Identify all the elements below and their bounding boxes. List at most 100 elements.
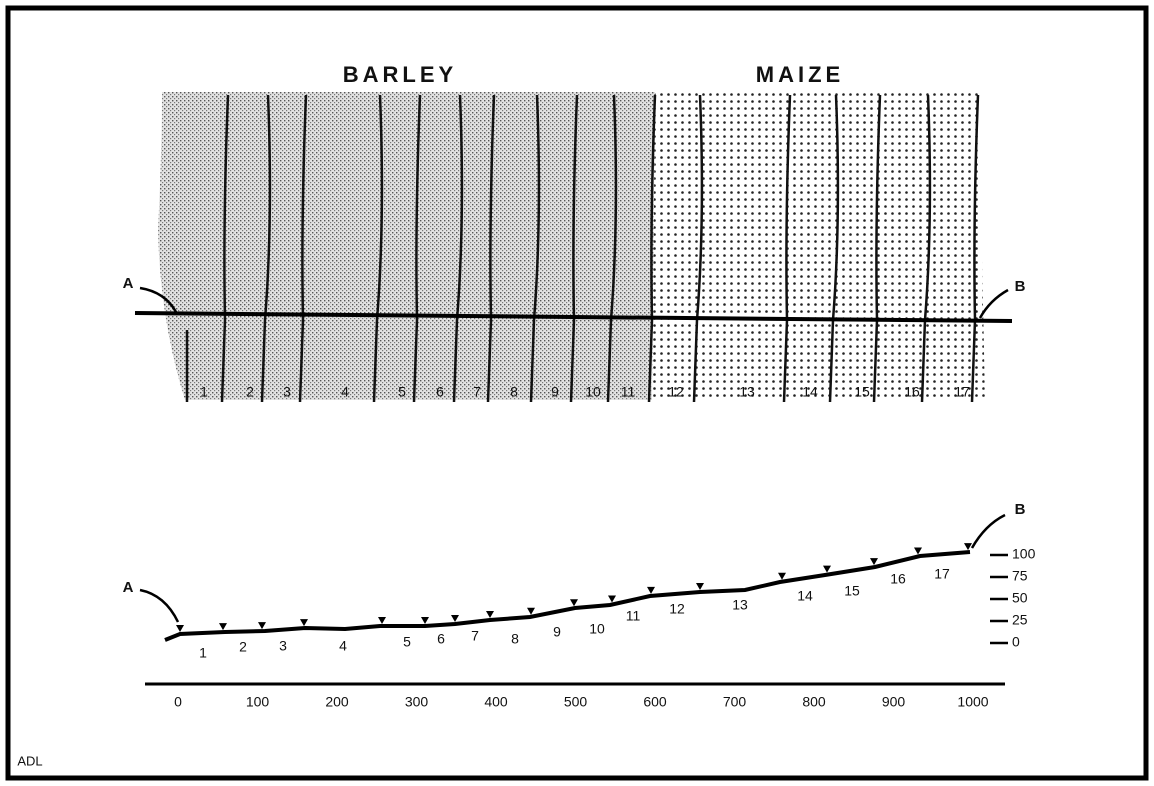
- plot-boundary: [692, 94, 704, 403]
- plot-number: 6: [437, 631, 445, 647]
- plot-boundary: [782, 94, 792, 403]
- x-tick-label: 1000: [957, 694, 988, 710]
- arrow: [970, 513, 1006, 549]
- plot-number: 16: [890, 571, 906, 587]
- point-b: B: [1015, 501, 1026, 518]
- boundary-marker: [647, 586, 655, 594]
- plot-boundary: [298, 94, 308, 403]
- y-tick-label: 100: [1012, 546, 1036, 562]
- plot-number: 6: [436, 384, 444, 400]
- boundary-marker: [300, 619, 308, 627]
- y-tick-label: 50: [1012, 590, 1028, 606]
- x-tick-label: 100: [246, 694, 270, 710]
- x-tick-label: 200: [325, 694, 349, 710]
- plot-number: 3: [279, 638, 287, 654]
- x-tick-label: 500: [564, 694, 588, 710]
- plot-number: 11: [621, 384, 636, 400]
- plot-number: 4: [341, 384, 349, 400]
- boundary-marker: [527, 607, 535, 615]
- plot-number: 17: [934, 566, 950, 582]
- plot-number: 17: [954, 384, 970, 400]
- plot-number: 13: [739, 384, 755, 400]
- plot-number: 9: [551, 384, 559, 400]
- plot-number: 7: [471, 628, 479, 644]
- arrow: [139, 588, 180, 623]
- plot-number: 11: [626, 608, 641, 624]
- plot-number: 1: [200, 384, 208, 400]
- boundary-marker: [608, 595, 616, 603]
- plot-boundary: [970, 94, 980, 403]
- plot-number: 4: [339, 638, 347, 654]
- boundary-marker: [870, 558, 878, 566]
- plot-boundary: [606, 94, 618, 403]
- arrow: [139, 286, 178, 313]
- plot-boundary: [529, 94, 541, 403]
- plot-number: 14: [797, 588, 813, 604]
- plot-number: 15: [844, 583, 860, 599]
- boundary-marker: [486, 611, 494, 618]
- plot-number: 5: [403, 634, 411, 650]
- plot-boundary: [872, 94, 882, 403]
- plot-boundary: [412, 94, 422, 403]
- plot-number: 10: [589, 621, 605, 637]
- x-tick-label: 0: [174, 694, 182, 710]
- plot-boundary: [569, 94, 579, 403]
- plot-number: 16: [904, 384, 920, 400]
- plot-number: 10: [585, 384, 601, 400]
- maize-label: MAIZE: [756, 62, 844, 87]
- plot-boundary: [220, 94, 230, 403]
- plot-boundary: [372, 94, 384, 403]
- plot-number: 12: [668, 384, 684, 400]
- plot-number: 14: [802, 384, 818, 400]
- plot-boundary: [647, 94, 657, 403]
- y-tick-label: 0: [1012, 634, 1020, 650]
- plot-number: 1: [199, 645, 207, 661]
- plot-number: 2: [239, 639, 247, 655]
- plot-boundary: [486, 94, 496, 403]
- boundary-marker: [696, 583, 704, 590]
- frame: [5, 5, 1149, 781]
- plot-number: 5: [398, 384, 406, 400]
- plot-number: 12: [669, 601, 685, 617]
- barley-field: [158, 92, 655, 400]
- boundary-marker: [964, 543, 972, 551]
- boundary-marker: [914, 547, 922, 555]
- plot-number: 8: [510, 384, 518, 400]
- plot-number: 2: [246, 384, 254, 400]
- maize-field: [652, 92, 985, 400]
- y-tick-label: 75: [1012, 568, 1028, 584]
- y-tick-label: 25: [1012, 612, 1028, 628]
- plot-boundary: [920, 94, 932, 403]
- plot-number: 7: [473, 384, 481, 400]
- boundary-marker: [823, 565, 831, 573]
- x-tick-label: 300: [405, 694, 429, 710]
- plot-boundary: [452, 94, 464, 403]
- boundary-marker: [219, 623, 227, 631]
- point-b: B: [1015, 278, 1026, 295]
- point-a: A: [123, 579, 134, 596]
- plot-boundaries: [185, 94, 980, 403]
- boundary-marker: [451, 615, 459, 622]
- transect-line: [134, 311, 1013, 323]
- boundary-marker: [778, 572, 786, 580]
- credit: ADL: [17, 753, 42, 768]
- boundary-marker: [378, 617, 386, 624]
- arrow: [978, 288, 1009, 319]
- boundary-marker: [421, 617, 429, 624]
- x-tick-label: 900: [882, 694, 906, 710]
- point-a: A: [123, 275, 134, 292]
- plot-number: 3: [283, 384, 291, 400]
- plot-number: 8: [511, 631, 519, 647]
- barley-label: BARLEY: [343, 62, 457, 87]
- plot-number: 9: [553, 624, 561, 640]
- x-tick-label: 600: [643, 694, 667, 710]
- plot-number: 13: [732, 597, 748, 613]
- plot-boundary: [260, 94, 272, 403]
- boundary-marker: [176, 625, 184, 632]
- plot-boundary: [828, 94, 840, 403]
- x-tick-label: 400: [484, 694, 508, 710]
- boundary-marker: [258, 622, 266, 630]
- boundary-marker: [570, 599, 578, 607]
- x-tick-label: 700: [723, 694, 747, 710]
